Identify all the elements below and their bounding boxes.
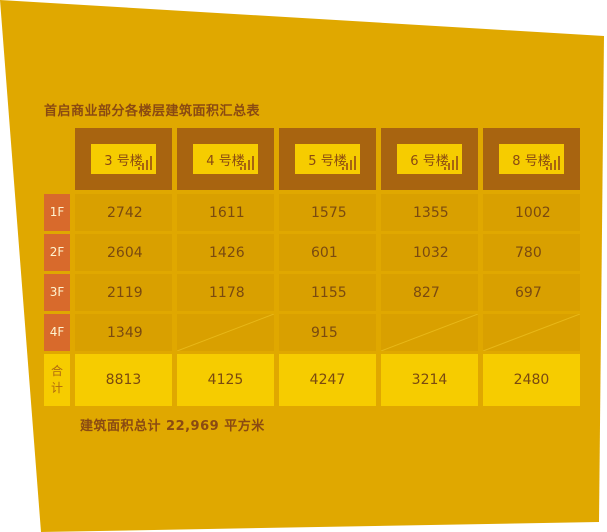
area-cell: 1178 — [177, 274, 274, 311]
area-cell: 1426 — [177, 234, 274, 271]
stairs-icon — [546, 156, 560, 170]
area-cell: 601 — [279, 234, 376, 271]
total-cell: 4125 — [177, 354, 274, 406]
stairs-icon — [444, 156, 458, 170]
area-cell: 697 — [483, 274, 580, 311]
building-name: 3 号楼 — [104, 153, 143, 169]
floor-label: 1F — [44, 194, 70, 231]
building-header: 6 号楼 — [381, 128, 478, 190]
building-header-label: 5 号楼 — [295, 144, 360, 174]
building-header-label: 3 号楼 — [91, 144, 156, 174]
empty-diagonal — [483, 314, 580, 351]
building-header-label: 4 号楼 — [193, 144, 258, 174]
area-cell: 1155 — [279, 274, 376, 311]
area-cell: 2119 — [75, 274, 172, 311]
building-name: 6 号楼 — [410, 153, 449, 169]
area-cell: 1575 — [279, 194, 376, 231]
empty-cell — [483, 314, 580, 351]
building-name: 4 号楼 — [206, 153, 245, 169]
area-cell: 2742 — [75, 194, 172, 231]
floor-label: 4F — [44, 314, 70, 351]
area-cell: 780 — [483, 234, 580, 271]
area-cell: 1002 — [483, 194, 580, 231]
stairs-icon — [138, 156, 152, 170]
area-cell: 1355 — [381, 194, 478, 231]
empty-cell — [381, 314, 478, 351]
total-label: 合计 — [44, 354, 70, 406]
empty-diagonal — [177, 314, 274, 351]
total-cell: 8813 — [75, 354, 172, 406]
building-name: 5 号楼 — [308, 153, 347, 169]
area-cell: 1032 — [381, 234, 478, 271]
total-cell: 3214 — [381, 354, 478, 406]
area-cell: 2604 — [75, 234, 172, 271]
area-cell: 1349 — [75, 314, 172, 351]
total-cell: 4247 — [279, 354, 376, 406]
stairs-icon — [342, 156, 356, 170]
building-header: 3 号楼 — [75, 128, 172, 190]
building-header-label: 6 号楼 — [397, 144, 462, 174]
total-area-footer: 建筑面积总计 22,969 平方米 — [80, 419, 265, 434]
building-header: 8 号楼 — [483, 128, 580, 190]
building-name: 8 号楼 — [512, 153, 551, 169]
area-cell: 827 — [381, 274, 478, 311]
stairs-icon — [240, 156, 254, 170]
floor-label: 2F — [44, 234, 70, 271]
empty-diagonal — [381, 314, 478, 351]
building-header: 4 号楼 — [177, 128, 274, 190]
area-cell: 1611 — [177, 194, 274, 231]
table-title: 首启商业部分各楼层建筑面积汇总表 — [44, 104, 261, 119]
building-header: 5 号楼 — [279, 128, 376, 190]
floor-label: 3F — [44, 274, 70, 311]
total-cell: 2480 — [483, 354, 580, 406]
building-header-label: 8 号楼 — [499, 144, 564, 174]
area-cell: 915 — [279, 314, 376, 351]
empty-cell — [177, 314, 274, 351]
